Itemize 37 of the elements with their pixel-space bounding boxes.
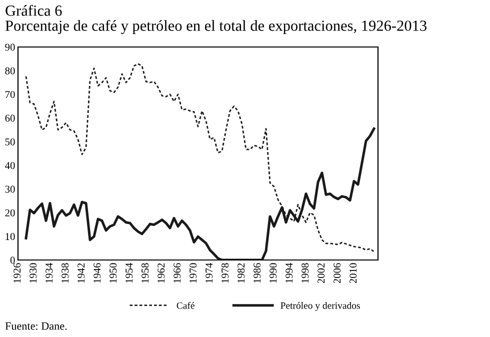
x-tick-label: 1946 [94, 263, 101, 283]
legend-label: Café [176, 302, 194, 309]
x-tick-label: 1934 [46, 262, 53, 283]
x-tick-label: 2010 [350, 263, 357, 284]
x-tick-label: 2002 [318, 263, 325, 284]
x-tick-label: 2006 [334, 263, 341, 284]
x-tick-label: 1998 [302, 263, 309, 283]
x-tick-label: 1942 [78, 263, 85, 283]
x-tick-label: 1938 [62, 263, 69, 283]
y-tick-label: 10 [6, 233, 15, 240]
y-tick-label: 70 [5, 91, 15, 98]
x-tick-label: 1962 [158, 263, 165, 283]
y-tick-label: 80 [5, 67, 15, 74]
x-tick-label: 1926 [14, 263, 21, 283]
source-note: Fuente: Dane. [5, 322, 67, 330]
chart-subtitle: Porcentaje de café y petróleo en el total de exportaciones, 1926-2013 [5, 20, 426, 34]
x-tick-label: 1966 [174, 263, 181, 283]
x-tick-label: 1950 [110, 263, 117, 283]
y-tick-label: 0 [10, 256, 15, 264]
legend-label: Petróleo y derivados [280, 302, 360, 311]
y-tick-label: 40 [5, 162, 15, 170]
x-tick-label: 1986 [254, 263, 261, 283]
y-tick-label: 90 [5, 44, 15, 51]
y-tick-label: 60 [5, 114, 15, 122]
x-tick-label: 1974 [206, 262, 213, 283]
x-tick-label: 1978 [222, 263, 229, 283]
y-tick-label: 20 [5, 209, 15, 216]
x-tick-label: 1970 [190, 263, 197, 283]
y-tick-label: 50 [5, 138, 15, 146]
x-tick-label: 1954 [126, 262, 133, 283]
x-tick-label: 1990 [270, 263, 277, 283]
chart-title: Gráfica 6 [6, 4, 62, 16]
x-tick-label: 1982 [238, 263, 245, 283]
x-tick-label: 1930 [30, 263, 37, 283]
y-tick-label: 30 [5, 186, 15, 193]
x-tick-label: 1994 [286, 262, 293, 283]
x-tick-label: 1958 [142, 263, 149, 283]
